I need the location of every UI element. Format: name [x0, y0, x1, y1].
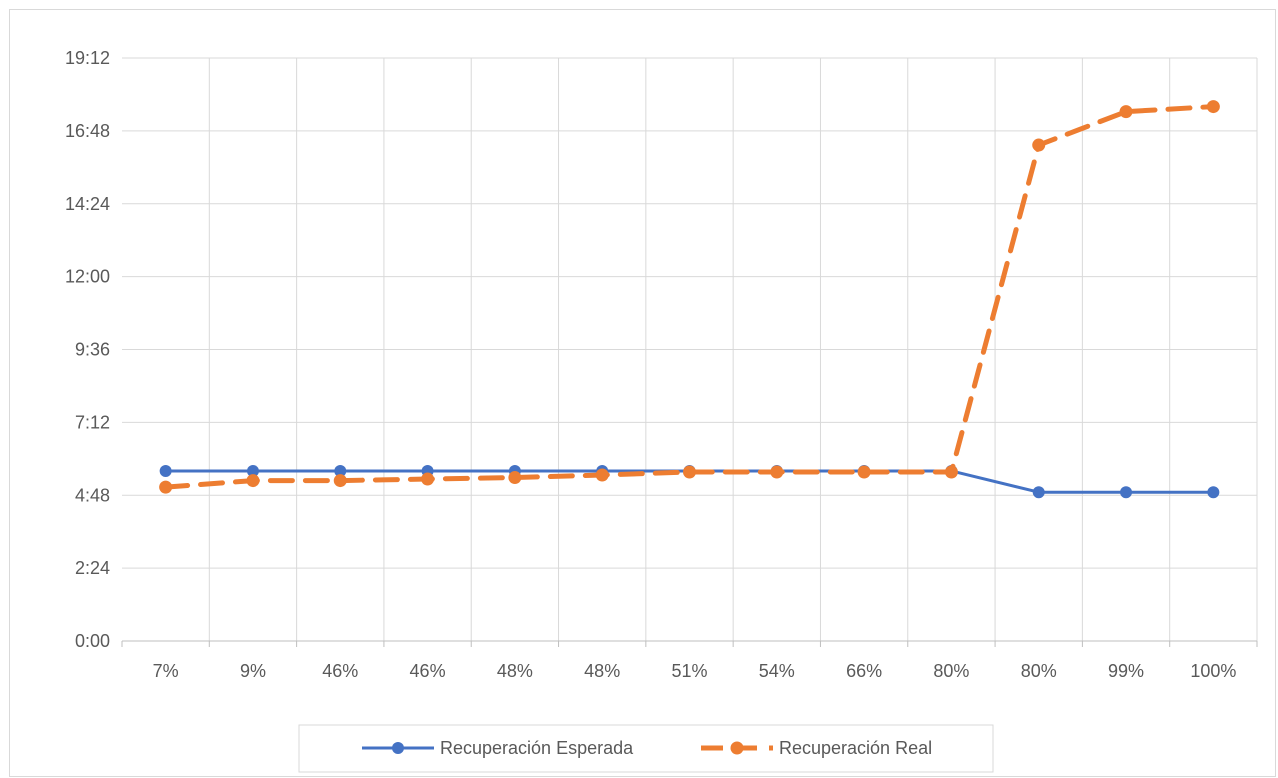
- y-axis-tick-labels: 0:00 2:24 4:48 7:12 9:36 12:00 14:24 16:48 19:12: [65, 48, 110, 651]
- y-tick-label: 12:00: [65, 267, 110, 287]
- legend-label: Recuperación Esperada: [440, 738, 634, 758]
- x-tick-label: 48%: [584, 661, 620, 681]
- chart-frame: 0:00 2:24 4:48 7:12 9:36 12:00 14:24 16:48 19:12…: [9, 9, 1276, 777]
- legend: Recuperación Esperada Recuperación Real: [298, 724, 994, 773]
- data-point: [1120, 486, 1133, 499]
- line-chart: 0:00 2:24 4:48 7:12 9:36 12:00 14:24 16:48 19:12…: [65, 48, 1258, 773]
- series-line: [163, 104, 1216, 490]
- x-tick-label: 7%: [153, 661, 179, 681]
- y-tick-label: 19:12: [65, 48, 110, 68]
- x-axis-tick-labels: 7% 9% 46% 46% 48% 48% 51% 54% 66% 80% 80% 99% 100%: [153, 661, 1237, 681]
- x-tick-label: 99%: [1108, 661, 1144, 681]
- legend-item-2: Recuperación Real: [701, 738, 932, 758]
- data-point: [770, 465, 784, 479]
- data-point: [944, 465, 958, 479]
- x-axis: [121, 640, 1258, 647]
- x-tick-label: 9%: [240, 661, 266, 681]
- y-tick-label: 4:48: [75, 485, 110, 505]
- x-tick-label: 54%: [759, 661, 795, 681]
- y-tick-label: 16:48: [65, 121, 110, 141]
- x-tick-label: 46%: [410, 661, 446, 681]
- data-point: [1207, 486, 1220, 499]
- data-point: [421, 472, 435, 486]
- data-point: [1206, 100, 1220, 114]
- legend-marker: [730, 741, 744, 755]
- y-tick-label: 7:12: [75, 412, 110, 432]
- data-point: [1032, 138, 1046, 152]
- x-tick-label: 51%: [671, 661, 707, 681]
- x-tick-label: 80%: [933, 661, 969, 681]
- data-point: [334, 464, 347, 477]
- data-point: [1119, 105, 1133, 119]
- legend-item-1: Recuperación Esperada: [362, 738, 634, 758]
- data-point: [683, 465, 696, 479]
- y-tick-label: 14:24: [65, 194, 110, 214]
- data-point: [246, 464, 259, 477]
- data-point: [508, 471, 522, 485]
- y-tick-label: 0:00: [75, 631, 110, 651]
- legend-marker: [392, 742, 404, 754]
- y-tick-label: 9:36: [75, 340, 110, 360]
- x-tick-label: 80%: [1021, 661, 1057, 681]
- x-tick-label: 48%: [497, 661, 533, 681]
- legend-label: Recuperación Real: [779, 738, 932, 758]
- series-2: [159, 100, 1220, 494]
- data-point: [246, 474, 260, 488]
- x-tick-label: 46%: [322, 661, 358, 681]
- data-point: [159, 464, 172, 477]
- x-tick-label: 66%: [846, 661, 882, 681]
- grid-lines: [122, 57, 1258, 641]
- x-tick-label: 100%: [1190, 661, 1236, 681]
- series-lines: [159, 100, 1220, 499]
- data-point: [857, 465, 871, 479]
- data-point: [159, 480, 173, 494]
- data-point: [595, 468, 609, 482]
- y-tick-label: 2:24: [75, 558, 110, 578]
- data-point: [1032, 486, 1045, 499]
- data-point: [333, 474, 347, 488]
